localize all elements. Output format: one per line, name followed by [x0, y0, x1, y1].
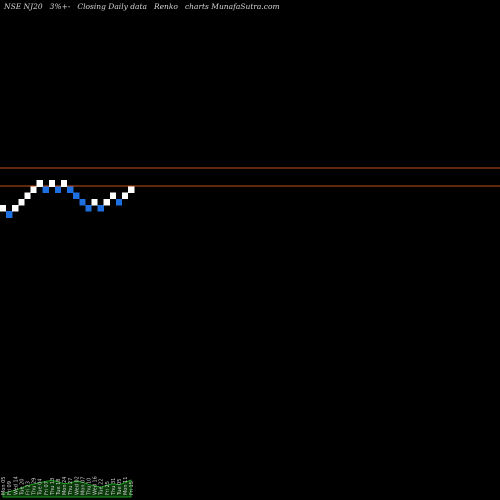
x-tick-label: Mon 24: [62, 477, 68, 496]
volume-area-path: [2, 479, 132, 498]
brick-down: [97, 205, 104, 212]
brick-up: [122, 192, 129, 200]
x-tick-label: Tue 04: [38, 479, 44, 497]
brick-up: [109, 192, 116, 200]
x-tick-label: Fri 23: [26, 481, 32, 495]
x-tick-label: Thu 31: [111, 478, 117, 496]
brick-down: [85, 205, 92, 212]
x-tick-label: Tue 22: [99, 479, 105, 497]
x-tick-label: Thu 29: [32, 478, 38, 496]
x-tick-label: Wed 16: [93, 476, 99, 495]
x-axis-ticks: Mon 05 Fri 09 Wed 14 Tue 20 Fri 23 Thu 29 Tue …: [1, 476, 135, 496]
brick-up: [30, 186, 37, 193]
brick-down: [42, 186, 49, 193]
renko-bricks: [0, 180, 135, 218]
brick-up: [61, 180, 68, 187]
data-description-label: Closing Daily data: [77, 2, 147, 11]
chart-title: NSE NJ20 3%+- Closing Daily data Renko chart…: [4, 2, 496, 11]
x-tick-label: Mon 05: [1, 477, 7, 496]
box-size-label: 3%+-: [49, 2, 71, 11]
brick-up: [24, 192, 31, 200]
x-tick-label: Wed 02: [74, 476, 80, 495]
x-tick-label: Tue 20: [19, 479, 25, 497]
brick-down: [67, 186, 74, 193]
x-tick-label: Thu 13: [50, 478, 56, 496]
brick-down: [115, 198, 123, 206]
brick-down: [54, 186, 62, 193]
volume-area: [2, 479, 132, 498]
brick-down: [73, 192, 80, 200]
x-tick-label: Thu 27: [68, 478, 74, 496]
brick-down: [6, 211, 13, 218]
brick-up: [128, 186, 135, 193]
symbol-label: NSE NJ20: [4, 2, 43, 11]
brick-up: [0, 205, 7, 212]
x-tick-label: Mon 07: [80, 477, 86, 496]
x-tick-label: Fri 15: [129, 481, 135, 495]
brick-up: [36, 180, 43, 187]
brick-down: [79, 198, 86, 206]
chart-kind-label: Renko: [153, 2, 178, 11]
reference-lines: [0, 167, 500, 187]
x-tick-label: Wed 14: [13, 476, 19, 495]
site-label: charts MunafaSutra.com: [184, 2, 280, 11]
brick-up: [91, 198, 98, 206]
x-tick-label: Tue 05: [117, 479, 123, 497]
brick-up: [48, 180, 55, 187]
x-tick-label: Fri 09: [7, 481, 13, 495]
brick-up: [18, 198, 25, 206]
brick-up: [103, 198, 110, 206]
brick-up: [12, 205, 19, 212]
x-tick-label: Fri 07: [44, 481, 50, 495]
x-tick-label: Thu 10: [87, 478, 93, 496]
x-tick-label: Mon 11: [123, 477, 129, 496]
x-tick-label: Fri 25: [105, 481, 111, 495]
x-tick-label: Tue 18: [56, 479, 62, 497]
